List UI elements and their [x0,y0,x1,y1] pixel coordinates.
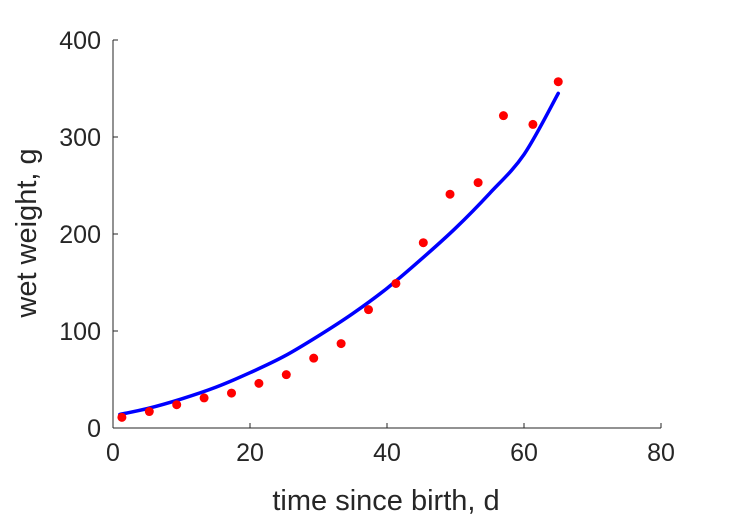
data-point [117,412,127,422]
data-point [391,278,401,288]
x-tick-label: 20 [236,439,264,467]
x-tick-label: 60 [510,439,538,467]
data-point [281,370,291,380]
axes [112,40,661,429]
ticks: 0 20 40 60 80 0 100 200 300 400 [59,27,675,467]
data-point [553,77,563,87]
data-point [364,305,374,315]
y-tick-label: 0 [87,415,101,443]
data-point [336,339,346,349]
x-tick-label: 0 [106,439,120,467]
y-tick-label: 300 [59,124,101,152]
x-axis-title: time since birth, d [272,485,499,517]
data-point [445,189,455,199]
x-tick-label: 80 [647,439,675,467]
data-point [172,400,182,410]
data-point [144,407,154,417]
data-point [227,388,237,398]
fit-curve [118,91,560,417]
y-tick-label: 400 [59,27,101,55]
plot-area [117,77,563,422]
y-axis-title: wet weight, g [11,148,43,318]
data-point [418,238,428,248]
data-point [498,111,508,121]
data-point [528,119,538,129]
data-point [199,393,209,403]
data-point [309,353,319,363]
y-tick-label: 100 [59,318,101,346]
data-point [473,178,483,188]
y-tick-label: 200 [59,221,101,249]
data-point [254,378,264,388]
x-tick-label: 40 [373,439,401,467]
